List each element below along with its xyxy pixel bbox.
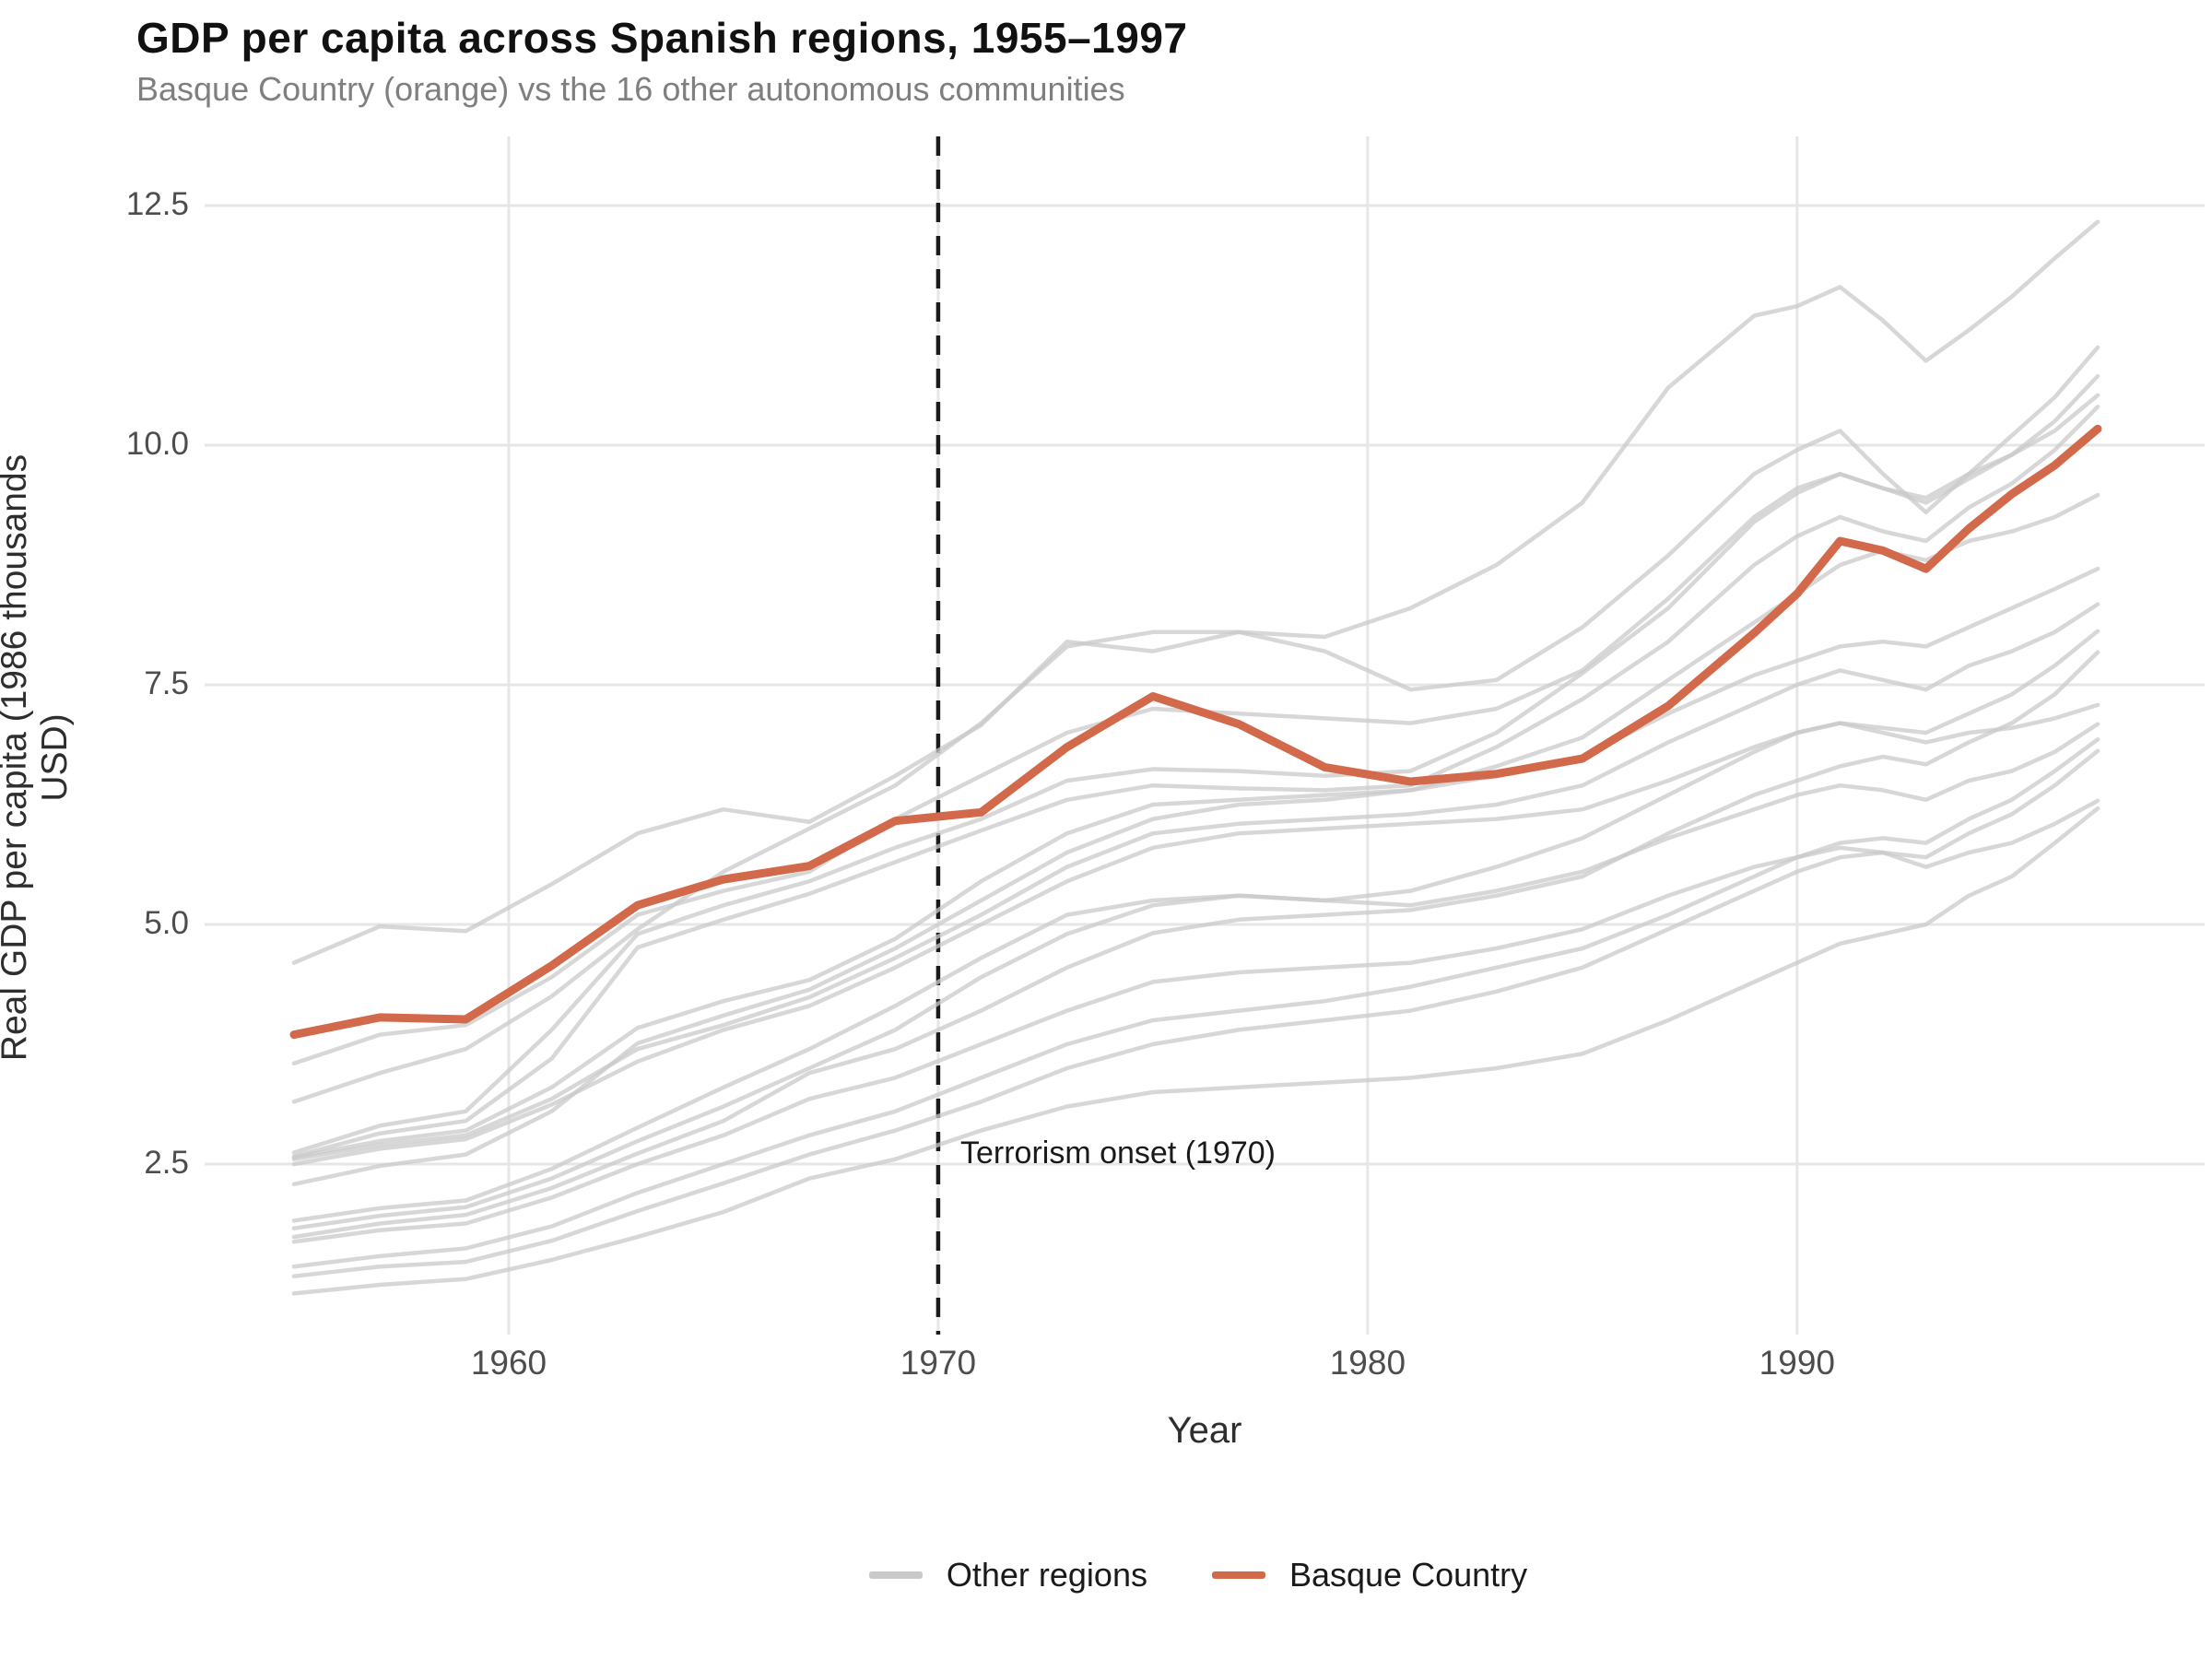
region-line-madrid [291, 345, 2100, 965]
legend-label-basque-country: Basque Country [1288, 1556, 1528, 1594]
region-line-rioja [291, 405, 2100, 1159]
region-line-castilla-y-leon [291, 650, 2100, 1240]
x-tick-label: 1960 [470, 1344, 547, 1382]
region-line-castilla-la-mancha [291, 748, 2100, 1278]
x-axis-title: Year [1167, 1410, 1242, 1451]
chart-subtitle: Basque Country (orange) vs the 16 other … [136, 70, 1125, 108]
y-tick-label: 12.5 [125, 186, 189, 222]
region-line-baleares [291, 219, 2100, 1104]
basque-country-line [289, 424, 2102, 1040]
basque-country-line-swatch [1211, 1571, 1265, 1579]
y-tick-label: 10.0 [125, 426, 189, 462]
region-line-galicia [291, 737, 2100, 1269]
region-line-principado-de-asturias [291, 702, 2100, 1167]
region-line-comunidad-valenciana [291, 566, 2100, 1159]
region-line-murcia [291, 722, 2100, 1230]
legend-item-other-regions: Other regions [868, 1556, 1147, 1594]
y-tick-label: 2.5 [144, 1145, 189, 1181]
annotation-terrorism-onset: Terrorism onset (1970) [960, 1135, 1277, 1171]
other-regions-line-swatch [868, 1571, 923, 1579]
legend-label-other-regions: Other regions [946, 1556, 1147, 1594]
region-line-canarias [291, 629, 2100, 1223]
y-tick-label: 5.0 [144, 905, 189, 941]
x-tick-label: 1980 [1329, 1344, 1406, 1382]
chart-title: GDP per capita across Spanish regions, 1… [136, 14, 1188, 62]
x-tick-label: 1990 [1759, 1344, 1835, 1382]
legend: Other regions Basque Country [184, 1556, 2212, 1594]
x-tick-label: 1970 [900, 1344, 977, 1382]
region-line-extremadura [291, 806, 2100, 1296]
region-line-cantabria [291, 602, 2100, 1162]
y-tick-label: 7.5 [144, 665, 189, 701]
legend-item-basque-country: Basque Country [1211, 1556, 1528, 1594]
region-line-andalucia [291, 798, 2100, 1244]
region-line-cataluna [291, 373, 2100, 1066]
region-line-aragon [291, 492, 2100, 1187]
